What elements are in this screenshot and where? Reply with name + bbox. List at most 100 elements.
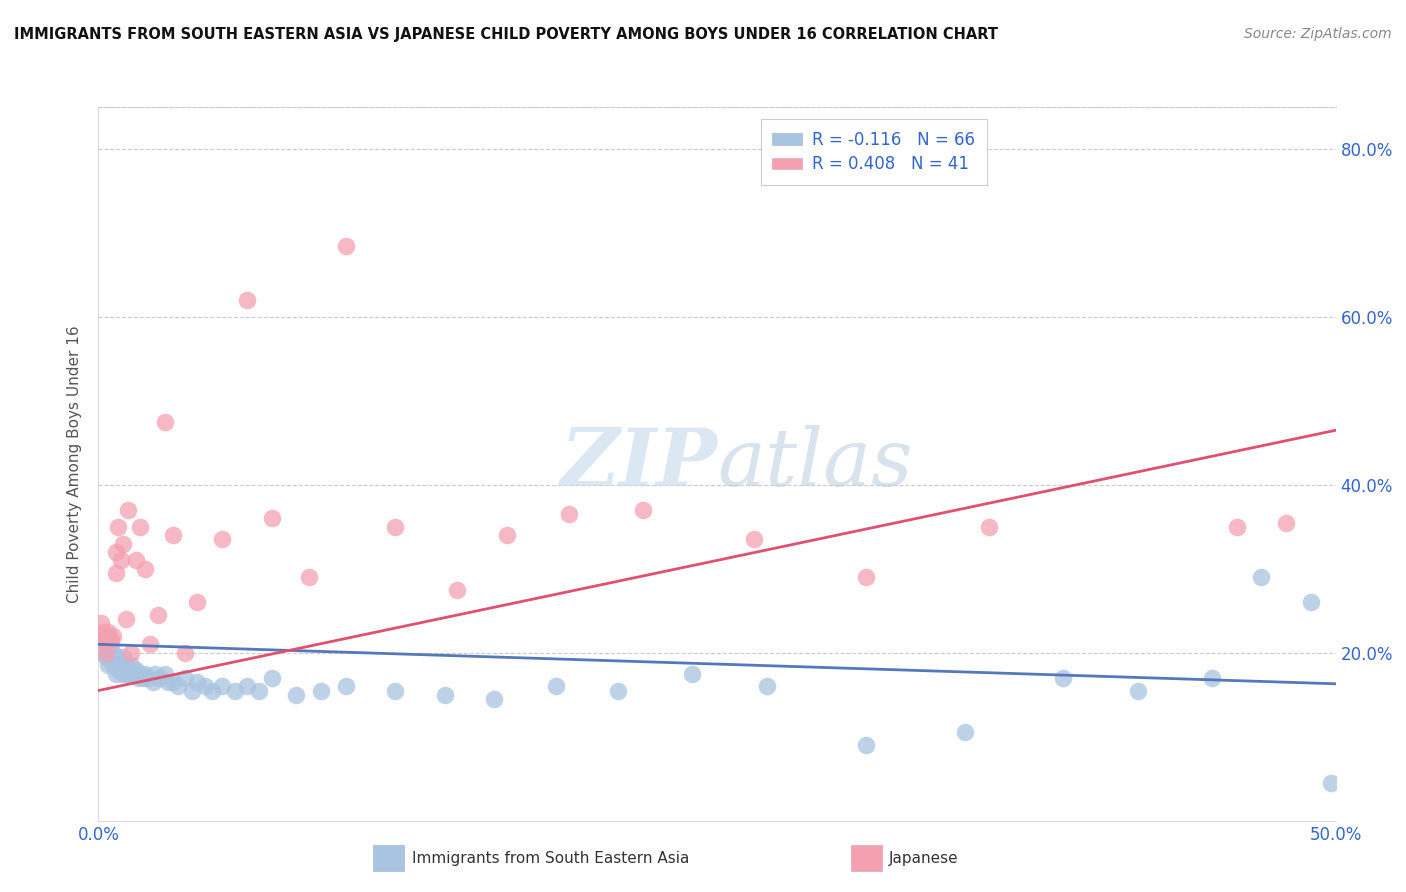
Point bbox=[110, 553, 132, 567]
Point bbox=[433, 688, 456, 702]
Point bbox=[1319, 776, 1341, 790]
Point bbox=[90, 629, 112, 643]
Point bbox=[260, 671, 283, 685]
Point bbox=[384, 683, 406, 698]
Point bbox=[93, 624, 115, 639]
Point bbox=[139, 637, 162, 651]
Point bbox=[94, 629, 117, 643]
Point bbox=[134, 562, 156, 576]
Point bbox=[174, 671, 197, 685]
Point bbox=[94, 646, 117, 660]
Point bbox=[979, 520, 1001, 534]
Point bbox=[285, 688, 308, 702]
Point bbox=[93, 633, 115, 648]
Point bbox=[142, 675, 165, 690]
Point bbox=[1052, 671, 1074, 685]
Point bbox=[103, 658, 125, 673]
Point bbox=[94, 649, 117, 664]
Point bbox=[384, 520, 406, 534]
Point bbox=[120, 666, 142, 681]
Point bbox=[953, 725, 976, 739]
Point bbox=[446, 582, 468, 597]
Point bbox=[104, 649, 127, 664]
Point bbox=[114, 666, 136, 681]
Point bbox=[1126, 683, 1149, 698]
Point bbox=[120, 658, 142, 673]
Point bbox=[122, 666, 145, 681]
Legend: R = -0.116   N = 66, R = 0.408   N = 41: R = -0.116 N = 66, R = 0.408 N = 41 bbox=[761, 119, 987, 185]
Point bbox=[149, 671, 172, 685]
Point bbox=[1226, 520, 1249, 534]
Point bbox=[114, 658, 136, 673]
Point bbox=[236, 293, 259, 307]
Point bbox=[104, 566, 127, 580]
Point bbox=[94, 637, 117, 651]
Point bbox=[107, 663, 129, 677]
Point bbox=[100, 637, 122, 651]
Point bbox=[100, 654, 122, 668]
Point bbox=[112, 649, 135, 664]
Y-axis label: Child Poverty Among Boys Under 16: Child Poverty Among Boys Under 16 bbox=[67, 325, 83, 603]
Point bbox=[107, 520, 129, 534]
Point bbox=[557, 507, 579, 521]
Point bbox=[166, 679, 188, 693]
Point bbox=[607, 683, 630, 698]
Text: IMMIGRANTS FROM SOUTH EASTERN ASIA VS JAPANESE CHILD POVERTY AMONG BOYS UNDER 16: IMMIGRANTS FROM SOUTH EASTERN ASIA VS JA… bbox=[14, 27, 998, 42]
Point bbox=[129, 520, 152, 534]
Point bbox=[495, 528, 517, 542]
Point bbox=[90, 616, 112, 631]
Point bbox=[127, 671, 149, 685]
Text: ZIP: ZIP bbox=[560, 425, 717, 502]
Point bbox=[298, 570, 321, 584]
Point bbox=[309, 683, 332, 698]
Point bbox=[1299, 595, 1322, 609]
Point bbox=[97, 633, 120, 648]
Point bbox=[855, 738, 877, 752]
Point bbox=[97, 633, 120, 648]
Point bbox=[97, 641, 120, 656]
Point bbox=[129, 666, 152, 681]
Point bbox=[136, 671, 159, 685]
Point bbox=[107, 654, 129, 668]
Point bbox=[97, 658, 120, 673]
Point bbox=[186, 595, 208, 609]
Point bbox=[104, 666, 127, 681]
Point bbox=[104, 545, 127, 559]
Text: Japanese: Japanese bbox=[889, 851, 959, 865]
Point bbox=[162, 675, 184, 690]
Point bbox=[755, 679, 778, 693]
Point bbox=[100, 633, 122, 648]
Point bbox=[631, 503, 654, 517]
Text: Immigrants from South Eastern Asia: Immigrants from South Eastern Asia bbox=[412, 851, 689, 865]
Point bbox=[681, 666, 703, 681]
Point bbox=[247, 683, 270, 698]
Point bbox=[155, 415, 177, 429]
Point bbox=[124, 663, 146, 677]
Point bbox=[112, 536, 135, 550]
Point bbox=[174, 646, 197, 660]
Point bbox=[211, 679, 233, 693]
Point bbox=[224, 683, 246, 698]
Point bbox=[97, 624, 120, 639]
Point bbox=[1250, 570, 1272, 584]
Text: atlas: atlas bbox=[717, 425, 912, 502]
Point bbox=[132, 671, 155, 685]
Point bbox=[260, 511, 283, 525]
Point bbox=[93, 633, 115, 648]
Point bbox=[146, 607, 169, 622]
Point bbox=[103, 629, 125, 643]
Point bbox=[114, 612, 136, 626]
Point bbox=[117, 663, 139, 677]
Point bbox=[236, 679, 259, 693]
Point bbox=[124, 553, 146, 567]
Point bbox=[93, 646, 115, 660]
Point bbox=[156, 675, 179, 690]
Point bbox=[143, 666, 166, 681]
Point bbox=[855, 570, 877, 584]
Point bbox=[335, 238, 357, 252]
Point bbox=[103, 646, 125, 660]
Point bbox=[134, 666, 156, 681]
Point bbox=[484, 692, 506, 706]
Point bbox=[117, 503, 139, 517]
Point bbox=[162, 528, 184, 542]
